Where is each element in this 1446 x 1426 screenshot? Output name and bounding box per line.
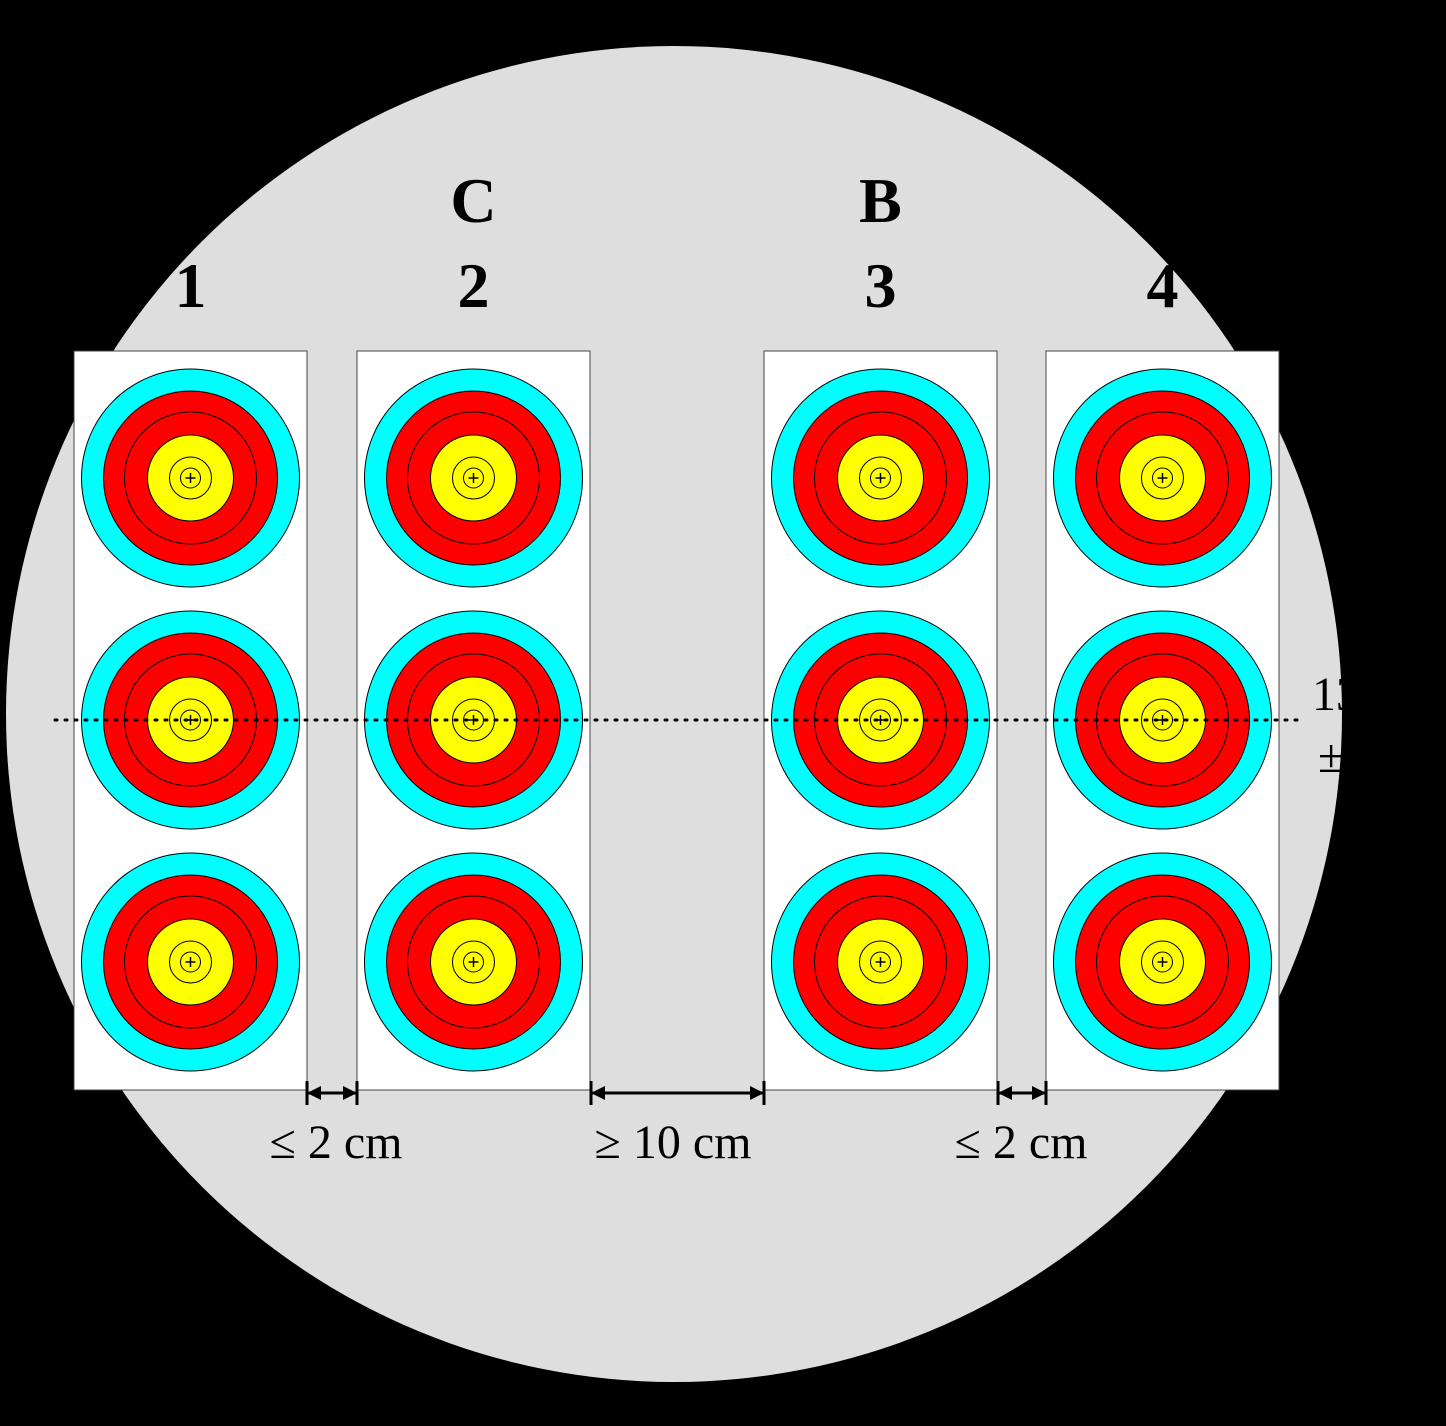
target-face [1053,852,1272,1072]
arrowhead-right [343,1086,357,1100]
target-ring [1096,895,1229,1029]
target-ring [859,698,902,742]
arrowhead-left [998,1086,1012,1100]
target-ring [1152,709,1173,731]
target-ring [180,709,201,731]
gap-dimension: ≤ 2 cm [955,1081,1088,1169]
target-face [771,852,990,1072]
target-ring [870,709,891,731]
target-face [81,610,300,830]
column-number-label: 1 [175,250,207,321]
gap-label: ≤ 2 cm [955,1116,1088,1169]
target-face [771,610,990,830]
target-ring [180,951,201,973]
column-letter-label: C [450,165,496,236]
target-ring [859,940,902,984]
target-ring [1096,411,1229,545]
target-ring [1152,467,1173,489]
arrowhead-right [750,1086,764,1100]
column-letter-label: B [859,165,902,236]
target-ring [1152,951,1173,973]
target-ring [407,895,540,1029]
target-panel-2 [356,350,591,1091]
target-ring [452,940,495,984]
target-ring [124,895,257,1029]
gap-dimensions: ≤ 2 cm ≥ 10 cm ≤ 2 cm [270,1081,1088,1169]
gap-label: ≥ 10 cm [595,1116,752,1169]
target-face [81,852,300,1072]
gap-dimension: ≥ 10 cm [589,1081,766,1169]
target-panels [73,350,1280,1091]
target-ring [814,895,947,1029]
target-ring [169,698,212,742]
gap-dimension: ≤ 2 cm [270,1081,403,1169]
target-ring [1141,456,1184,500]
target-panel-1 [73,350,308,1091]
center-height-label-line1: 130 cm [1312,668,1446,721]
target-ring [870,467,891,489]
column-letter-label: A [167,165,213,236]
arrowhead-left [591,1086,605,1100]
target-ring [169,940,212,984]
target-face [1053,368,1272,588]
target-face [771,368,990,588]
column-labels: A 1 C 2 B 3 D 4 [167,165,1185,321]
target-ring [180,467,201,489]
target-ring [169,456,212,500]
target-ring [814,411,947,545]
column-letter-label: D [1139,165,1185,236]
target-ring [1141,940,1184,984]
target-panel-3 [763,350,998,1091]
target-ring [124,411,257,545]
target-ring [463,467,484,489]
target-ring [870,951,891,973]
target-ring [407,411,540,545]
center-height-label-line2: ± 2 cm [1318,730,1446,783]
target-ring [463,951,484,973]
target-face [81,368,300,588]
column-number-label: 4 [1147,250,1179,321]
target-face [1053,610,1272,830]
arrowhead-right [1032,1086,1046,1100]
column-number-label: 2 [458,250,490,321]
arrowhead-left [307,1086,321,1100]
target-ring [859,456,902,500]
target-face [364,852,583,1072]
background-disc [6,46,1342,1382]
gap-label: ≤ 2 cm [270,1116,403,1169]
target-ring [452,456,495,500]
column-number-label: 3 [865,250,897,321]
target-face [364,368,583,588]
